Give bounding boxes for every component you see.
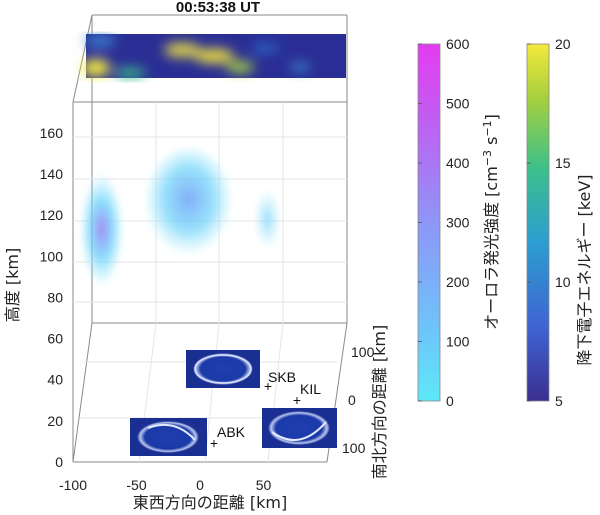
station-marker: + [293,392,301,408]
allsky-image-kil [262,408,337,448]
allsky-images [130,350,337,456]
colorbar-tick-label: 600 [446,36,470,52]
colorbar-tick-label: 10 [555,274,571,290]
axis-ticks: 0 20 40 60 80 100 120 140 160 -100 -50 0 50 100 0 100 [40,125,375,493]
z-tick-label: 80 [47,289,63,305]
colorbar-emission: 0 100 200 300 400 500 600 オーロラ発光強度 [cm−3 s−1] [417,36,502,409]
y-tick-label: 0 [348,392,356,408]
z-tick-label: 140 [40,166,64,182]
colorbar-tick-label: 200 [446,274,470,290]
emission-volumes [79,148,282,287]
colorbar-tick-label: 5 [555,393,563,409]
colorbar-tick-label: 0 [446,393,454,409]
z-tick-label: 160 [40,125,64,141]
x-axis-label: 東西方向の距離 [km] [133,493,287,512]
colorbar-energy: 5 10 15 20 降下電子エネルギー [keV] [526,36,594,409]
stations: +SKB+KIL+ABK [210,369,321,451]
allsky-image-abk [130,418,207,456]
emission-blob [253,188,282,251]
station-label: SKB [268,369,296,385]
z-tick-label: 100 [40,248,64,264]
z-axis-label: 高度 [km] [3,248,22,322]
colorbar-emission-label: オーロラ発光強度 [cm−3 s−1] [481,114,502,330]
colorbar-tick-label: 300 [446,215,470,231]
emission-blob [143,148,234,262]
colorbar-tick-label: 100 [446,334,470,350]
colorbar-tick-label: 500 [446,96,470,112]
x-tick-label: -100 [59,477,87,493]
station-label: KIL [300,381,321,397]
x-tick-label: -50 [126,477,146,493]
z-tick-label: 60 [47,331,63,347]
y-tick-label: 100 [351,344,375,360]
allsky-image-skb [186,350,260,388]
z-tick-label: 40 [47,372,63,388]
station-label: ABK [217,424,246,440]
y-tick-label: 100 [342,440,366,456]
x-tick-label: 0 [196,477,204,493]
colorbar-tick-label: 20 [555,36,571,52]
z-tick-label: 20 [47,413,63,429]
y-axis-label: 南北方向の距離 [km] [370,325,389,479]
colorbar-energy-label: 降下電子エネルギー [keV] [575,174,594,365]
z-tick-label: 120 [40,207,64,223]
z-tick-label: 0 [55,454,63,470]
station-marker: + [210,435,218,451]
chart-title: 00:53:38 UT [176,0,260,16]
emission-blob [79,172,124,287]
energy-map-top [82,34,346,78]
colorbar-tick-label: 400 [446,155,470,171]
colorbar-tick-label: 15 [555,155,571,171]
station-marker: + [264,378,272,394]
x-tick-label: 50 [256,477,272,493]
